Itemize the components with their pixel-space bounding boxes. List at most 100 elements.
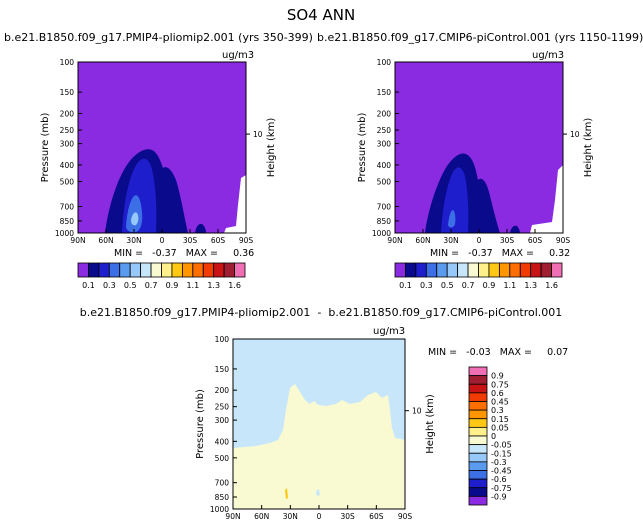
colorbar-box [202, 262, 215, 278]
y-tick-label: 400 [60, 161, 75, 170]
y-tick-label: 300 [60, 140, 75, 149]
colorbar-box [468, 366, 488, 377]
colorbar-box [181, 262, 194, 278]
y-tick-label: 300 [215, 416, 230, 425]
colorbar-label: -0.3 [491, 458, 507, 467]
colorbar-box [213, 262, 225, 278]
colorbar-box [192, 262, 204, 278]
colorbar-label: 0.7 [462, 281, 475, 290]
colorbar-box [415, 262, 427, 278]
panel-right-title: b.e21.B1850.f09_g17.CMIP6-piControl.001 … [317, 31, 643, 44]
colorbar-label: -0.45 [491, 467, 512, 476]
y-tick-label: 700 [215, 479, 230, 488]
colorbar-label: 0.9 [483, 281, 496, 290]
colorbar-box [468, 470, 488, 480]
colorbar-box [468, 495, 488, 506]
colorbar-box [405, 262, 417, 278]
colorbar-box [468, 383, 488, 394]
colorbar-right: 0.1 0.3 0.5 0.7 0.9 1.1 1.3 1.6 [394, 262, 563, 290]
y-tick-label: 700 [60, 203, 75, 212]
colorbar-box [468, 392, 488, 402]
contour-blue-fleck [316, 489, 320, 496]
colorbar-box [468, 435, 488, 446]
y-tick-label: 100 [377, 58, 392, 67]
colorbar-diff: 0.90.750.60.450.30.150.050-0.05-0.15-0.3… [468, 366, 512, 506]
missing-data [530, 165, 563, 233]
y-tick-label: 700 [377, 203, 392, 212]
panel-left-title: b.e21.B1850.f09_g17.PMIP4-pliomip2.001 (… [4, 31, 313, 44]
colorbar-label: 0.3 [491, 406, 504, 415]
colorbar-box [468, 426, 488, 437]
y-tick-label: 500 [377, 178, 392, 187]
y-tick-label: 150 [60, 88, 75, 97]
colorbar-label: -0.15 [491, 449, 512, 458]
contour-small-blob [510, 225, 520, 233]
x-tick-label: 0 [317, 512, 322, 521]
colorbar-label: 1.3 [207, 281, 220, 290]
colorbar-label: 0.9 [491, 372, 504, 381]
contour-small-blob [195, 223, 206, 233]
colorbar-label: 0.45 [491, 398, 509, 407]
colorbar-box [530, 262, 542, 278]
panel-left-units: ug/m3 [222, 50, 254, 61]
panel-left-stats: MIN = -0.37 MAX = 0.36 [114, 248, 254, 259]
y-tick-label: 250 [215, 403, 230, 412]
contour-pale-yellow [233, 384, 405, 509]
x-tick-label: 90S [239, 236, 254, 245]
y-tick-label: 500 [215, 454, 230, 463]
contour-mid-blue [448, 210, 456, 228]
x-tick-label: 60S [211, 236, 226, 245]
colorbar-label: 0.9 [166, 281, 179, 290]
colorbar-label: 0.1 [399, 281, 412, 290]
y-tick-label: 100 [60, 58, 75, 67]
x-tick-label: 60N [415, 236, 430, 245]
y2-tick-label: 10 [253, 130, 263, 139]
colorbar-label: 0.5 [124, 281, 137, 290]
colorbar-box [468, 409, 488, 420]
y-tick-label: 150 [377, 88, 392, 97]
contour-blue [441, 167, 469, 233]
colorbar-box [436, 262, 448, 278]
colorbar-box [140, 262, 152, 278]
colorbar-label: 1.6 [545, 281, 558, 290]
colorbar-box [161, 262, 173, 278]
colorbar-box [509, 262, 521, 278]
colorbar-label: 0.75 [491, 380, 509, 389]
panel-diff-stats: MIN = -0.03 MAX = 0.07 [428, 347, 568, 358]
colorbar-box [77, 262, 89, 278]
colorbar-box [129, 262, 142, 278]
y2-tick-label: 10 [570, 130, 580, 139]
y-tick-label: 500 [60, 178, 75, 187]
panel-diff: b.e21.B1850.f09_g17.PMIP4-pliomip2.001 -… [80, 306, 569, 521]
y-tick-label: 1000 [55, 229, 74, 238]
colorbar-label: 1.6 [228, 281, 241, 290]
y-tick-label: 150 [215, 365, 230, 374]
y-axis-title: Pressure (mb) [40, 113, 51, 183]
colorbar-label: 0.05 [491, 423, 509, 432]
x-tick-label: 30S [183, 236, 198, 245]
y2-axis-title: Height (km) [266, 118, 277, 178]
panel-right: b.e21.B1850.f09_g17.CMIP6-piControl.001 … [317, 31, 643, 290]
colorbar-label: 1.1 [186, 281, 199, 290]
panel-left: b.e21.B1850.f09_g17.PMIP4-pliomip2.001 (… [4, 31, 313, 290]
y-tick-label: 850 [215, 493, 230, 502]
colorbar-box [498, 262, 511, 278]
y-tick-label: 250 [377, 126, 392, 135]
y-tick-label: 1000 [372, 229, 391, 238]
x-tick-label: 30N [283, 512, 298, 521]
colorbar-box [108, 262, 121, 278]
colorbar-box [446, 262, 459, 278]
x-tick-label: 60S [528, 236, 543, 245]
x-tick-label: 90N [70, 236, 85, 245]
colorbar-label: -0.75 [491, 484, 512, 493]
x-tick-label: 60N [254, 512, 269, 521]
colorbar-box [468, 452, 488, 463]
colorbar-label: -0.6 [491, 475, 507, 484]
colorbar-box [478, 262, 490, 278]
y-axis-title: Pressure (mb) [357, 113, 368, 183]
y-axis-title: Pressure (mb) [195, 389, 206, 459]
colorbar-label: 0.5 [441, 281, 454, 290]
colorbar-left: 0.1 0.3 0.5 0.7 0.9 1.1 1.3 1.6 [77, 262, 246, 290]
colorbar-label: 0.15 [491, 415, 509, 424]
